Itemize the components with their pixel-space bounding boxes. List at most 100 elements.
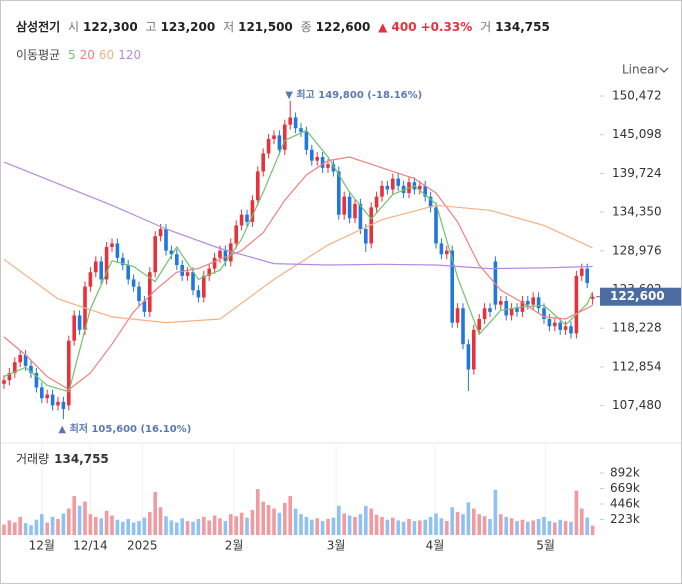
scale-selector[interactable]: Linear bbox=[622, 63, 659, 77]
quote-header: 삼성전기 시 122,300 고 123,200 저 121,500 종 122,600… bbox=[16, 18, 554, 35]
candle-body bbox=[77, 315, 82, 330]
volume-bar bbox=[239, 512, 244, 535]
change-pct: +0.33% bbox=[420, 20, 473, 34]
quote-value: 134,755 bbox=[495, 20, 550, 34]
candle-body bbox=[509, 308, 514, 316]
candle-body bbox=[234, 225, 238, 244]
candle-body bbox=[266, 139, 271, 154]
candle-body bbox=[477, 319, 481, 330]
ma-legend-item: 120 bbox=[118, 48, 142, 62]
candle-body bbox=[191, 272, 195, 291]
volume-bar bbox=[169, 520, 174, 535]
volume-bar bbox=[482, 516, 487, 535]
candle-body bbox=[175, 254, 179, 266]
volume-bar bbox=[180, 518, 184, 535]
candle-body bbox=[536, 297, 541, 309]
volume-bar bbox=[50, 516, 55, 535]
candle-body bbox=[256, 171, 260, 201]
volume-bar bbox=[283, 503, 287, 535]
candle-body bbox=[526, 301, 530, 305]
candle-body bbox=[131, 279, 136, 287]
quote-key: 고 bbox=[145, 20, 157, 34]
y-tick-label: 112,854 bbox=[612, 359, 662, 373]
volume-bar bbox=[380, 516, 384, 535]
candle-body bbox=[29, 365, 33, 374]
ma-legend-title: 이동평균 bbox=[16, 48, 61, 62]
quote-key: 종 bbox=[300, 20, 312, 34]
volume-bar bbox=[72, 496, 76, 535]
volume-bar bbox=[547, 521, 552, 535]
volume-bar bbox=[234, 516, 238, 535]
volume-bar bbox=[477, 514, 481, 535]
volume-bar bbox=[320, 521, 325, 535]
volume-bar bbox=[439, 518, 444, 535]
volume-bar bbox=[504, 516, 508, 535]
volume-bar bbox=[553, 522, 557, 535]
candle-body bbox=[580, 268, 584, 276]
candle-body bbox=[482, 308, 487, 320]
candle-body bbox=[590, 296, 595, 299]
candle-body bbox=[34, 373, 39, 388]
volume-bar bbox=[256, 489, 260, 535]
volume-bar bbox=[391, 517, 395, 535]
candle-body bbox=[423, 185, 427, 197]
volume-bar bbox=[164, 516, 168, 535]
candle-body bbox=[245, 214, 249, 222]
volume-bar bbox=[326, 519, 330, 535]
volume-bar bbox=[331, 517, 336, 535]
candle-body bbox=[40, 387, 44, 399]
volume-bar bbox=[315, 518, 319, 535]
volume-bar bbox=[229, 514, 233, 535]
volume-bar bbox=[7, 520, 12, 535]
candle-body bbox=[315, 157, 319, 161]
volume-bar bbox=[61, 513, 66, 535]
dropdown-caret[interactable] bbox=[659, 67, 669, 73]
volume-bar bbox=[526, 521, 530, 535]
candle-body bbox=[542, 308, 546, 320]
candle-body bbox=[574, 275, 579, 334]
candle-body bbox=[223, 250, 228, 262]
candle-body bbox=[353, 203, 357, 219]
candle-body bbox=[142, 301, 147, 312]
candle-body bbox=[169, 250, 174, 255]
candle-body bbox=[310, 149, 314, 161]
volume-bar bbox=[299, 514, 303, 535]
candle-body bbox=[229, 243, 233, 262]
volume-title-label: 거래량 bbox=[16, 452, 49, 466]
candle-body bbox=[94, 261, 98, 273]
candle-body bbox=[277, 135, 282, 150]
volume-title: 거래량 134,755 bbox=[16, 452, 109, 466]
volume-bar bbox=[115, 519, 120, 535]
volume-bar bbox=[488, 519, 492, 535]
candle-body bbox=[358, 203, 363, 230]
candle-body bbox=[428, 196, 433, 208]
volume-bar bbox=[137, 521, 141, 535]
ma-line bbox=[3, 204, 593, 324]
candle-body bbox=[466, 344, 471, 370]
y-tick-label: 128,976 bbox=[612, 243, 662, 257]
x-tick-label: 5월 bbox=[536, 539, 555, 553]
candle-body bbox=[563, 326, 568, 330]
candle-body bbox=[137, 286, 141, 302]
volume-title-value: 134,755 bbox=[54, 452, 109, 466]
ma-line bbox=[3, 129, 594, 393]
volume-bar bbox=[2, 524, 6, 535]
candle-body bbox=[158, 229, 163, 237]
annotation: ▼ 최고 149,800 (-18.16%) bbox=[285, 88, 422, 101]
volume-bar bbox=[580, 508, 584, 535]
volume-bar bbox=[401, 521, 406, 535]
candle-body bbox=[104, 247, 109, 280]
ma-legend-item: 20 bbox=[79, 48, 95, 62]
candle-body bbox=[585, 268, 589, 284]
change: ▲ 400 bbox=[378, 20, 417, 34]
x-tick-label: 2월 bbox=[225, 539, 244, 553]
x-tick-label: 4월 bbox=[426, 539, 445, 553]
candle-body bbox=[121, 257, 125, 266]
quote-value: 122,600 bbox=[315, 20, 371, 34]
candle-body bbox=[439, 243, 444, 255]
volume-bar bbox=[185, 521, 190, 535]
volume-bar bbox=[364, 505, 368, 535]
x-tick-label: 12월 bbox=[29, 539, 55, 553]
volume-bar bbox=[207, 520, 211, 535]
